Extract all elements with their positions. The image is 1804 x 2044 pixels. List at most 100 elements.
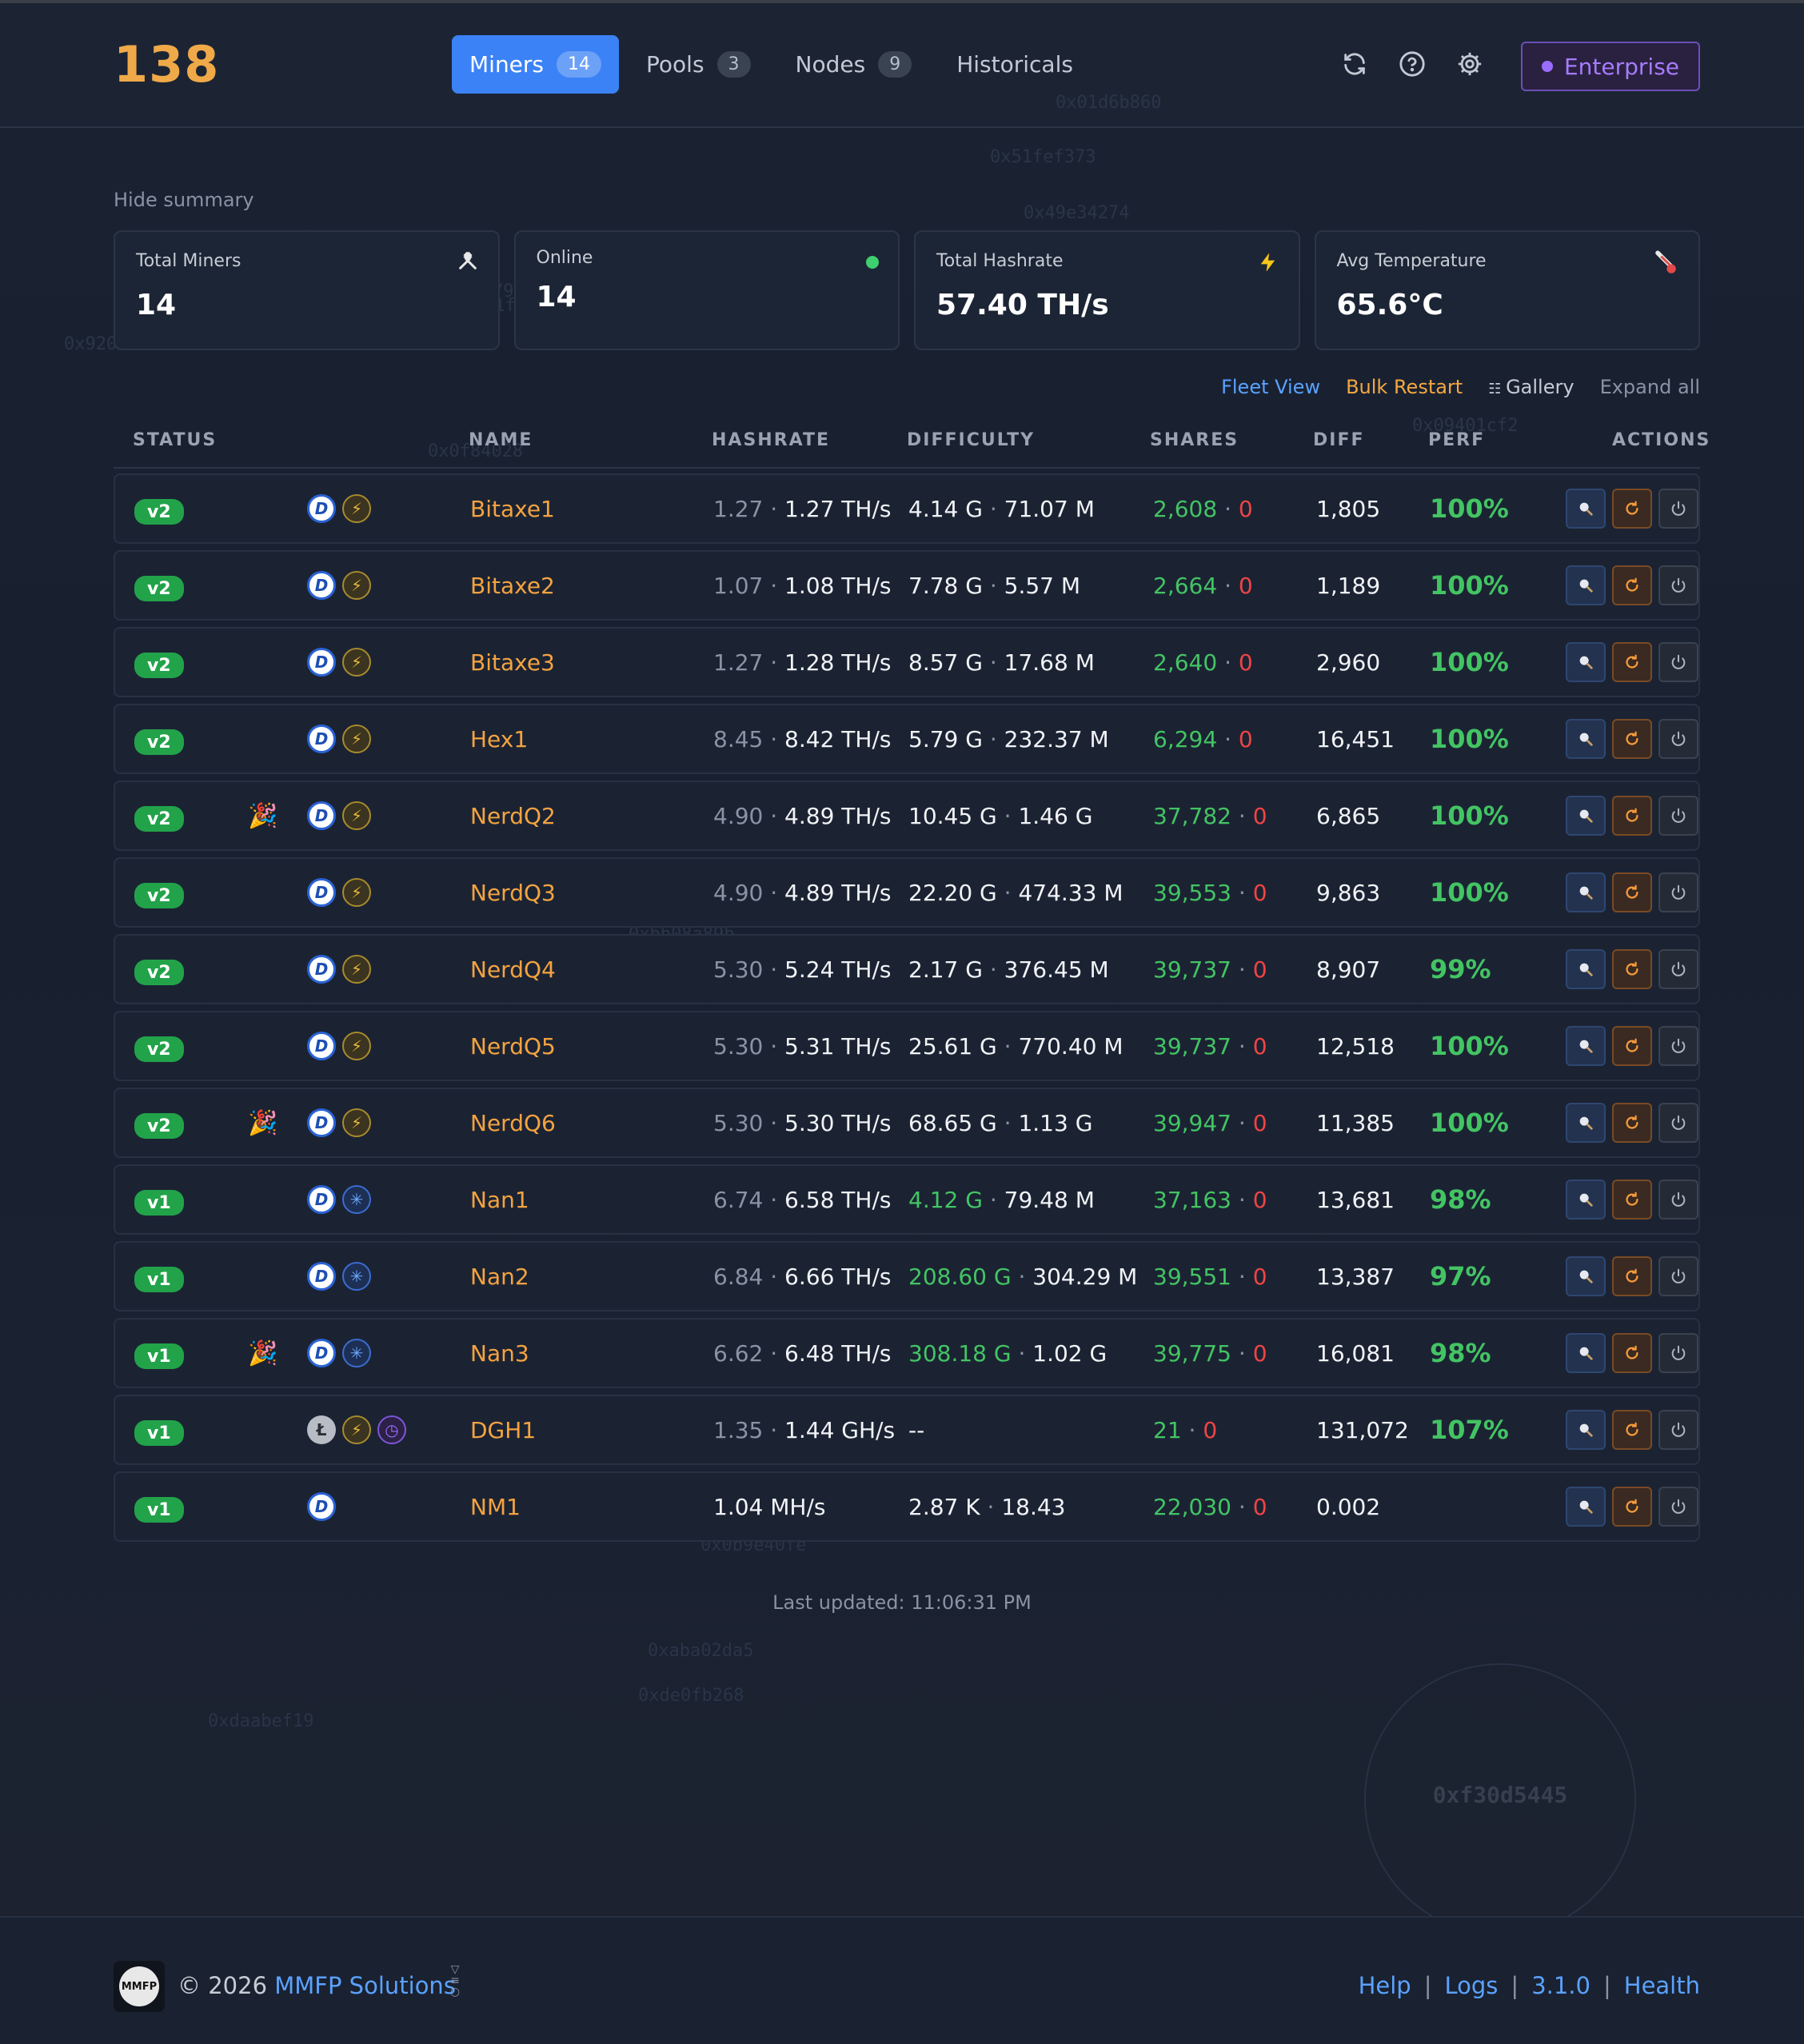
column-header-hashrate[interactable]: HASHRATE [712,430,830,450]
miner-name[interactable]: DGH1 [470,1416,537,1443]
table-row[interactable]: v2 D ⚡ NerdQ3 4.90 · 4.89 TH/s 22.20 G · … [114,857,1700,928]
miner-name[interactable]: Bitaxe1 [470,495,555,522]
tab-pools[interactable]: Pools 3 [629,35,768,94]
expand-all-link[interactable]: Expand all [1599,376,1700,398]
gallery-link[interactable]: ☷ Gallery [1488,376,1574,398]
company-link[interactable]: MMFP Solutions [274,1972,456,1999]
table-row[interactable]: v1 D ✳ Nan2 6.84 · 6.66 TH/s 208.60 G · 3… [114,1241,1700,1311]
table-row[interactable]: v2 D ⚡ Bitaxe3 1.27 · 1.28 TH/s 8.57 G · … [114,627,1700,697]
inspect-button[interactable] [1566,1256,1606,1296]
miner-name[interactable]: NerdQ5 [470,1032,556,1060]
inspect-button[interactable] [1566,719,1606,759]
hashrate-cell: 8.45 · 8.42 TH/s [713,705,891,772]
table-row[interactable]: v1 🎉 D ✳ Nan3 6.62 · 6.48 TH/s 308.18 G ·… [114,1318,1700,1388]
table-row[interactable]: v2 D ⚡ Bitaxe2 1.07 · 1.08 TH/s 7.78 G · … [114,550,1700,621]
table-row[interactable]: v2 🎉 D ⚡ NerdQ2 4.90 · 4.89 TH/s 10.45 G … [114,780,1700,851]
power-button[interactable] [1658,1410,1698,1450]
restart-button[interactable] [1612,565,1652,605]
table-row[interactable]: v1 D NM1 1.04 MH/s 2.87 K · 18.43 22,030… [114,1471,1700,1542]
table-row[interactable]: v2 D ⚡ Hex1 8.45 · 8.42 TH/s 5.79 G · 232… [114,704,1700,774]
miner-name[interactable]: Nan3 [470,1339,529,1367]
miner-name[interactable]: NM1 [470,1493,521,1520]
app-logo[interactable]: 138 [114,35,220,94]
table-row[interactable]: v2 D ⚡ Bitaxe1 1.27 · 1.27 TH/s 4.14 G · … [114,473,1700,544]
miner-name[interactable]: Bitaxe2 [470,572,555,599]
tab-historicals[interactable]: Historicals [939,35,1091,94]
restart-button[interactable] [1612,949,1652,989]
miner-name[interactable]: Hex1 [470,725,529,753]
column-header-name[interactable]: NAME [469,430,533,450]
restart-button[interactable] [1612,1026,1652,1066]
gear-icon[interactable] [1455,50,1484,78]
hide-summary-link[interactable]: Hide summary [114,189,254,211]
miner-name[interactable]: NerdQ3 [470,879,556,906]
power-button[interactable] [1658,642,1698,682]
inspect-button[interactable] [1566,1487,1606,1527]
refresh-icon[interactable] [1340,50,1369,78]
inspect-button[interactable] [1566,796,1606,836]
power-button[interactable] [1658,1333,1698,1373]
inspect-button[interactable] [1566,1410,1606,1450]
miner-name[interactable]: NerdQ2 [470,802,556,829]
tab-nodes[interactable]: Nodes 9 [778,35,930,94]
enterprise-button[interactable]: Enterprise [1521,42,1700,91]
power-button[interactable] [1658,719,1698,759]
logs-link[interactable]: Logs [1444,1972,1499,1999]
column-header-status[interactable]: STATUS [133,430,218,450]
miner-name[interactable]: Bitaxe3 [470,649,555,676]
inspect-button[interactable] [1566,565,1606,605]
table-row[interactable]: v2 D ⚡ NerdQ4 5.30 · 5.24 TH/s 2.17 G · 3… [114,934,1700,1004]
restart-button[interactable] [1612,1256,1652,1296]
restart-button[interactable] [1612,796,1652,836]
miner-name[interactable]: NerdQ4 [470,956,556,983]
miner-name[interactable]: NerdQ6 [470,1109,556,1136]
restart-button[interactable] [1612,1333,1652,1373]
power-button[interactable] [1658,1487,1698,1527]
restart-button[interactable] [1612,642,1652,682]
power-button[interactable] [1658,1103,1698,1143]
health-link[interactable]: Health [1623,1972,1700,1999]
column-header-perf[interactable]: PERF [1428,430,1486,450]
inspect-button[interactable] [1566,872,1606,912]
restart-button[interactable] [1612,1487,1652,1527]
table-row[interactable]: v1 Ł ⚡ ◷ DGH1 1.35 · 1.44 GH/s -- 21 · 0 1… [114,1395,1700,1465]
power-button[interactable] [1658,949,1698,989]
restart-button[interactable] [1612,1180,1652,1220]
column-header-diff[interactable]: DIFF [1313,430,1365,450]
power-button[interactable] [1658,796,1698,836]
miner-name[interactable]: Nan1 [470,1186,529,1213]
help-icon[interactable] [1398,50,1427,78]
power-button[interactable] [1658,489,1698,529]
help-link[interactable]: Help [1358,1972,1411,1999]
power-button[interactable] [1658,872,1698,912]
version-link[interactable]: 3.1.0 [1531,1972,1590,1999]
restart-button[interactable] [1612,719,1652,759]
inspect-button[interactable] [1566,1026,1606,1066]
power-button[interactable] [1658,565,1698,605]
inspect-button[interactable] [1566,1333,1606,1373]
table-row[interactable]: v2 D ⚡ NerdQ5 5.30 · 5.31 TH/s 25.61 G · … [114,1011,1700,1081]
power-button[interactable] [1658,1256,1698,1296]
inspect-button[interactable] [1566,1103,1606,1143]
table-row[interactable]: v1 D ✳ Nan1 6.74 · 6.58 TH/s 4.12 G · 79.… [114,1164,1700,1235]
power-icon [1671,577,1686,593]
inspect-button[interactable] [1566,489,1606,529]
column-header-shares[interactable]: SHARES [1150,430,1239,450]
thermometer-icon [1652,250,1679,282]
restart-button[interactable] [1612,872,1652,912]
miner-name[interactable]: Nan2 [470,1263,529,1290]
inspect-button[interactable] [1566,949,1606,989]
bulk-restart-link[interactable]: Bulk Restart [1346,376,1463,398]
column-header-difficulty[interactable]: DIFFICULTY [907,430,1036,450]
tab-miners[interactable]: Miners 14 [452,35,620,94]
inspect-button[interactable] [1566,642,1606,682]
restart-button[interactable] [1612,489,1652,529]
power-button[interactable] [1658,1026,1698,1066]
fleet-view-link[interactable]: Fleet View [1221,376,1321,398]
inspect-button[interactable] [1566,1180,1606,1220]
hashrate-avg: 5.30 [713,1032,764,1060]
table-row[interactable]: v2 🎉 D ⚡ NerdQ6 5.30 · 5.30 TH/s 68.65 G … [114,1088,1700,1158]
restart-button[interactable] [1612,1103,1652,1143]
restart-button[interactable] [1612,1410,1652,1450]
power-button[interactable] [1658,1180,1698,1220]
